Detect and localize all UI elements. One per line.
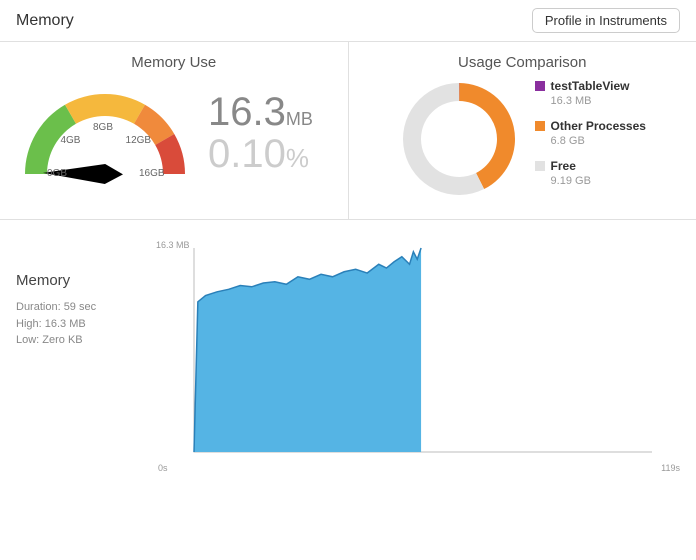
legend-item: Free 9.19 GB [535, 159, 646, 187]
usage-comparison-title: Usage Comparison [369, 54, 677, 71]
gauge-tick-label: 8GB [93, 122, 113, 133]
usage-donut-chart [399, 79, 519, 199]
usage-legend: testTableView 16.3 MB Other Processes 6.8 G… [535, 79, 646, 199]
timeline-meta: Memory Duration: 59 sec High: 16.3 MB Lo… [16, 236, 146, 471]
legend-item: testTableView 16.3 MB [535, 79, 646, 107]
page-title: Memory [16, 12, 74, 30]
legend-name: testTableView [551, 79, 630, 93]
memory-use-title: Memory Use [20, 54, 328, 71]
timeline-chart-area: 16.3 MB 0s 119s [158, 236, 680, 471]
memory-unit: MB [286, 109, 313, 129]
timeline-duration: Duration: 59 sec [16, 299, 146, 316]
timeline-title: Memory [16, 272, 146, 289]
gauge-tick-label: 12GB [126, 135, 152, 146]
legend-value: 16.3 MB [551, 95, 646, 107]
legend-item: Other Processes 6.8 GB [535, 119, 646, 147]
legend-value: 6.8 GB [551, 135, 646, 147]
usage-comparison-panel: Usage Comparison testTableView 16.3 MB Oth… [349, 42, 696, 219]
profile-instruments-button[interactable]: Profile in Instruments [532, 8, 680, 33]
legend-swatch [535, 81, 545, 91]
top-panels: Memory Use 0GB 4GB 8GB 12GB 16GB 16.3MB 0.10… [0, 42, 696, 220]
memory-percent-unit: % [286, 143, 309, 173]
timeline-high: High: 16.3 MB [16, 316, 146, 333]
legend-swatch [535, 161, 545, 171]
gauge-tick-label: 4GB [60, 135, 80, 146]
gauge-tick-label: 16GB [139, 168, 165, 179]
usage-comparison-body: testTableView 16.3 MB Other Processes 6.8 G… [369, 79, 677, 199]
memory-use-panel: Memory Use 0GB 4GB 8GB 12GB 16GB 16.3MB 0.10… [0, 42, 349, 219]
legend-name: Other Processes [551, 119, 646, 133]
legend-swatch [535, 121, 545, 131]
timeline-y-max-label: 16.3 MB [156, 240, 190, 250]
memory-metrics: 16.3MB 0.10% [208, 92, 313, 176]
timeline-section: Memory Duration: 59 sec High: 16.3 MB Lo… [0, 220, 696, 487]
legend-value: 9.19 GB [551, 175, 646, 187]
timeline-chart [158, 236, 658, 466]
memory-gauge: 0GB 4GB 8GB 12GB 16GB [20, 79, 190, 189]
memory-value: 16.3 [208, 90, 286, 134]
timeline-low: Low: Zero KB [16, 332, 146, 349]
gauge-tick-label: 0GB [47, 168, 67, 179]
memory-percent: 0.10 [208, 132, 286, 176]
timeline-x-start: 0s [158, 463, 168, 473]
timeline-x-end: 119s [661, 463, 680, 473]
memory-use-body: 0GB 4GB 8GB 12GB 16GB 16.3MB 0.10% [20, 79, 328, 189]
header: Memory Profile in Instruments [0, 0, 696, 42]
legend-name: Free [551, 159, 576, 173]
